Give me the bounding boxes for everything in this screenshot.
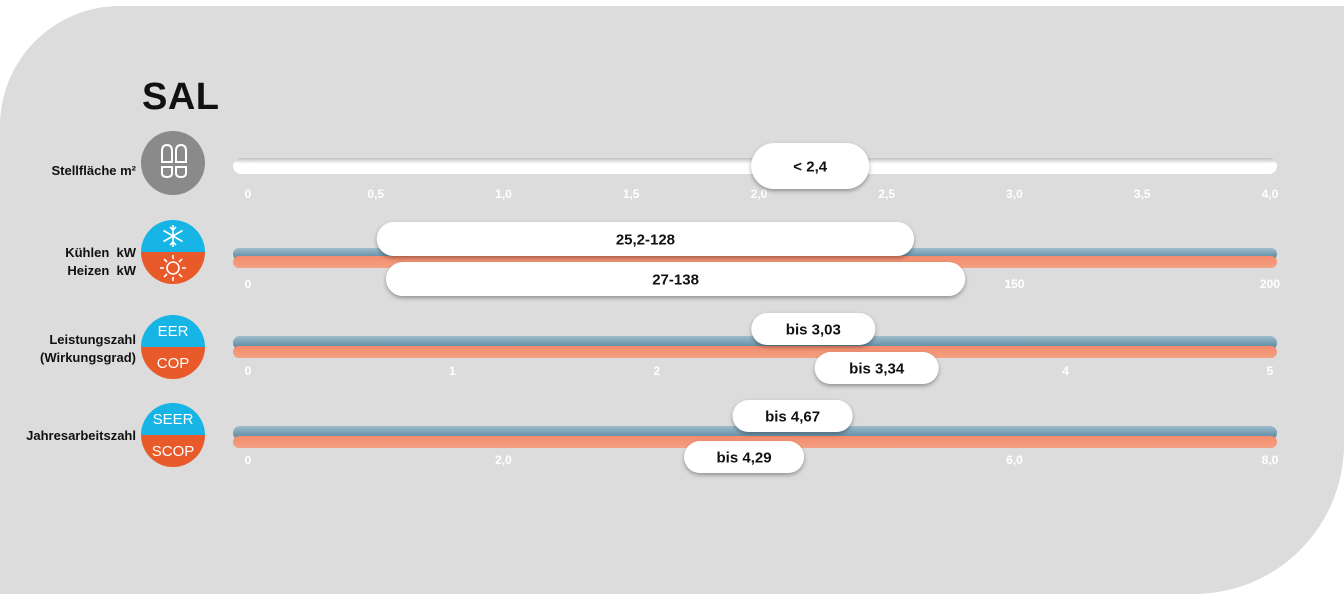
seer-scop-icon: SEER SCOP <box>141 403 205 467</box>
kuehlen-heizen-tick-0: 0 <box>245 277 252 291</box>
row-label-leistungszahl-bottom: (Wirkungsgrad) <box>40 350 136 365</box>
row-label-leistungszahl: Leistungszahl (Wirkungsgrad) <box>10 331 136 367</box>
chart-title: SAL <box>142 76 220 118</box>
seer-scop-tick-3: 6,0 <box>1006 453 1023 467</box>
kuehlen-heizen-tick-3: 150 <box>1004 277 1024 291</box>
row-label-stellflaeche-text: Stellfläche m² <box>51 163 136 178</box>
row-label-kuehlen: Kühlen kW <box>65 245 136 260</box>
scop-pill-shape <box>684 441 805 473</box>
seer-pill-shape <box>732 400 853 432</box>
stellflaeche-tick-6: 3,0 <box>1006 187 1023 201</box>
eer-cop-icon: EER COP <box>141 315 205 379</box>
kuehlen-heizen-tick-4: 200 <box>1260 277 1280 291</box>
eer-cop-tick-5: 5 <box>1267 364 1274 378</box>
scop-pill-label: bis 4,29 <box>717 450 772 467</box>
stellflaeche-pill-shape <box>751 143 870 189</box>
eer-cop-tick-1: 1 <box>449 364 456 378</box>
heizen-pill: 27-138 <box>385 262 966 296</box>
row-label-jahresarbeitszahl-text: Jahresarbeitszahl <box>26 428 136 443</box>
scop-pill: bis 4,29 <box>684 441 805 473</box>
eer-cop-tick-0: 0 <box>245 364 252 378</box>
row-label-leistungszahl-top: Leistungszahl <box>49 332 136 347</box>
kuehlen-pill-shape <box>376 222 915 256</box>
cooling-heating-icon <box>141 220 205 284</box>
cop-track <box>233 346 1277 358</box>
row-label-kuehlen-heizen: Kühlen kW Heizen kW <box>20 244 136 280</box>
footprints-icon <box>141 131 205 195</box>
eer-pill-shape <box>751 313 876 345</box>
scop-badge: SCOP <box>141 435 205 467</box>
chart-panel <box>0 6 1344 594</box>
stellflaeche-tick-0: 0 <box>245 187 252 201</box>
cop-pill: bis 3,34 <box>814 352 939 384</box>
stellflaeche-pill: < 2,4 <box>751 143 870 189</box>
row-label-heizen: Heizen kW <box>67 263 136 278</box>
snowflake-icon <box>141 220 205 252</box>
row-label-jahresarbeitszahl: Jahresarbeitszahl <box>10 427 136 445</box>
seer-pill-label: bis 4,67 <box>765 409 820 426</box>
seer-pill: bis 4,67 <box>732 400 853 432</box>
stellflaeche-tick-7: 3,5 <box>1134 187 1151 201</box>
eer-cop-tick-2: 2 <box>653 364 660 378</box>
stellflaeche-tick-4: 2,0 <box>751 187 768 201</box>
heizen-pill-label: 27-138 <box>652 272 699 289</box>
kuehlen-pill-label: 25,2-128 <box>616 232 675 249</box>
heizen-pill-shape <box>385 262 966 296</box>
stellflaeche-pill-label: < 2,4 <box>793 159 827 176</box>
stellflaeche-tick-8: 4,0 <box>1262 187 1279 201</box>
seer-badge: SEER <box>141 403 205 435</box>
eer-pill-label: bis 3,03 <box>786 322 841 339</box>
seer-scop-tick-0: 0 <box>245 453 252 467</box>
seer-scop-tick-4: 8,0 <box>1262 453 1279 467</box>
cop-pill-shape <box>814 352 939 384</box>
sun-icon <box>141 252 205 284</box>
kuehlen-pill: 25,2-128 <box>376 222 915 256</box>
eer-cop-tick-4: 4 <box>1062 364 1069 378</box>
eer-pill: bis 3,03 <box>751 313 876 345</box>
stellflaeche-tick-1: 0,5 <box>367 187 384 201</box>
cop-pill-label: bis 3,34 <box>849 361 905 378</box>
stellflaeche-tick-5: 2,5 <box>878 187 895 201</box>
row-label-stellflaeche: Stellfläche m² <box>20 162 136 180</box>
seer-scop-tick-1: 2,0 <box>495 453 512 467</box>
eer-badge: EER <box>141 315 205 347</box>
stellflaeche-tick-2: 1,0 <box>495 187 512 201</box>
stellflaeche-tick-3: 1,5 <box>623 187 640 201</box>
cop-badge: COP <box>141 347 205 379</box>
